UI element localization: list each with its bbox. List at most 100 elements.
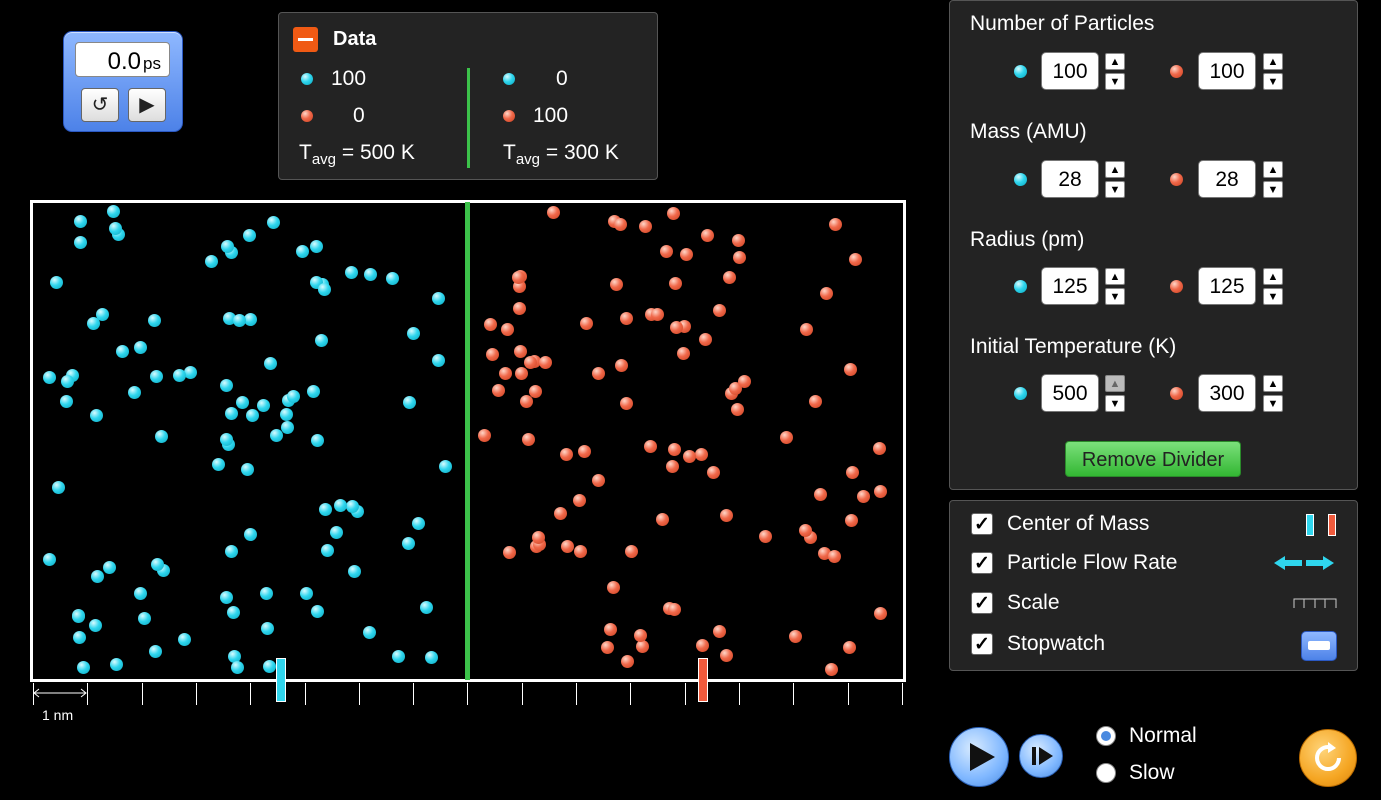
scale-option-label: Scale bbox=[1007, 591, 1060, 614]
red-temperature-up-button[interactable]: ▲ bbox=[1263, 375, 1283, 392]
red-particle bbox=[669, 320, 683, 334]
red-radius-up-button[interactable]: ▲ bbox=[1263, 268, 1283, 285]
red-particle bbox=[874, 485, 888, 499]
slow-speed-label: Slow bbox=[1129, 761, 1175, 784]
cyan-particle bbox=[333, 499, 347, 513]
red-radius-field[interactable]: 125 bbox=[1198, 267, 1256, 305]
cyan-particle bbox=[116, 344, 130, 358]
stopwatch-reset-button[interactable]: ↺ bbox=[81, 88, 119, 122]
red-count-field[interactable]: 100 bbox=[1198, 52, 1256, 90]
cyan-particle bbox=[107, 205, 121, 219]
cyan-temperature-down-button[interactable]: ▼ bbox=[1105, 395, 1125, 412]
cyan-particle bbox=[311, 434, 325, 448]
scale-tick bbox=[33, 683, 34, 705]
normal-speed-radio[interactable] bbox=[1096, 726, 1116, 746]
cyan-particle bbox=[91, 569, 105, 583]
cyan-particle bbox=[431, 292, 445, 305]
red-particle bbox=[656, 513, 670, 527]
scale-checkbox[interactable]: ✓ bbox=[971, 592, 993, 614]
slow-speed-radio[interactable] bbox=[1096, 763, 1116, 783]
red-particle bbox=[667, 603, 681, 617]
cyan-particle bbox=[391, 650, 405, 664]
red-temperature-down-button[interactable]: ▼ bbox=[1263, 395, 1283, 412]
scale-tick bbox=[901, 683, 903, 705]
red-particle bbox=[532, 531, 546, 545]
cyan-particle bbox=[73, 236, 87, 250]
cyan-particle-icon bbox=[1014, 387, 1027, 400]
cyan-particle bbox=[319, 502, 333, 516]
scale-tick bbox=[738, 683, 740, 705]
cyan-mass-up-button[interactable]: ▲ bbox=[1105, 161, 1125, 178]
cyan-particle bbox=[148, 313, 162, 327]
cyan-temperature-field[interactable]: 500 bbox=[1041, 374, 1099, 412]
stopwatch[interactable]: 0.0 ps ↺ ▶ bbox=[63, 31, 183, 132]
red-particle bbox=[712, 625, 726, 639]
cyan-count-field[interactable]: 100 bbox=[1041, 52, 1099, 90]
cyan-particle bbox=[225, 544, 239, 558]
cyan-mass-field[interactable]: 28 bbox=[1041, 160, 1099, 198]
cyan-count-down-button[interactable]: ▼ bbox=[1105, 73, 1125, 90]
cyan-particle bbox=[263, 660, 277, 674]
red-radius-down-button[interactable]: ▼ bbox=[1263, 288, 1283, 305]
cyan-particle bbox=[425, 651, 439, 665]
red-particle-icon bbox=[1170, 65, 1183, 78]
cyan-particle bbox=[43, 552, 57, 566]
red-particle bbox=[873, 607, 887, 621]
cyan-particle bbox=[134, 587, 148, 601]
cyan-particle bbox=[321, 544, 335, 558]
red-temperature-field[interactable]: 300 bbox=[1198, 374, 1256, 412]
red-particle bbox=[511, 271, 525, 285]
control-panel: Number of Particles 100 ▲ ▼ 100 ▲ ▼ Mass… bbox=[949, 0, 1358, 490]
stopwatch-checkbox[interactable]: ✓ bbox=[971, 633, 993, 655]
red-particle bbox=[501, 323, 515, 337]
cyan-particle bbox=[346, 499, 360, 513]
red-particle bbox=[591, 367, 605, 381]
particle-flow-rate-checkbox[interactable]: ✓ bbox=[971, 552, 993, 574]
red-particle bbox=[695, 447, 709, 461]
cyan-particle bbox=[172, 369, 186, 383]
cyan-particle bbox=[260, 587, 274, 601]
red-particle bbox=[643, 439, 657, 453]
red-mass-down-button[interactable]: ▼ bbox=[1263, 181, 1283, 198]
cyan-particle bbox=[211, 458, 225, 472]
scale-tick bbox=[413, 683, 415, 705]
mass-title: Mass (AMU) bbox=[970, 120, 1087, 143]
cyan-temperature-up-button[interactable]: ▲ bbox=[1105, 375, 1125, 392]
cyan-particle bbox=[59, 394, 73, 408]
red-mass-field[interactable]: 28 bbox=[1198, 160, 1256, 198]
cyan-particle bbox=[227, 606, 241, 620]
red-count-down-button[interactable]: ▼ bbox=[1263, 73, 1283, 90]
cyan-particle bbox=[362, 625, 376, 639]
cyan-radius-down-button[interactable]: ▼ bbox=[1105, 288, 1125, 305]
stopwatch-play-button[interactable]: ▶ bbox=[128, 88, 166, 122]
red-particle bbox=[610, 278, 624, 292]
collapse-data-button[interactable] bbox=[293, 27, 318, 52]
cyan-particle bbox=[222, 311, 236, 325]
cyan-mass-down-button[interactable]: ▼ bbox=[1105, 181, 1125, 198]
play-button[interactable] bbox=[949, 727, 1009, 787]
center-of-mass-label: Center of Mass bbox=[1007, 512, 1150, 535]
remove-divider-button[interactable]: Remove Divider bbox=[1065, 441, 1241, 477]
center-of-mass-checkbox[interactable]: ✓ bbox=[971, 513, 993, 535]
red-particle bbox=[514, 345, 528, 359]
step-forward-button[interactable] bbox=[1019, 734, 1063, 778]
data-panel: Data 100 0 Tavg = 500 K 0 100 Tavg = 300… bbox=[278, 12, 658, 180]
red-count-up-button[interactable]: ▲ bbox=[1263, 53, 1283, 70]
particle-flow-rate-label: Particle Flow Rate bbox=[1007, 551, 1178, 574]
cyan-particle bbox=[364, 267, 378, 281]
cyan-count-up-button[interactable]: ▲ bbox=[1105, 53, 1125, 70]
scale-tick bbox=[304, 683, 306, 705]
cyan-radius-field[interactable]: 125 bbox=[1041, 267, 1099, 305]
reset-all-button[interactable] bbox=[1299, 729, 1357, 787]
cyan-particle bbox=[134, 341, 148, 355]
red-particle bbox=[625, 545, 639, 559]
red-particle bbox=[676, 347, 690, 361]
red-particle bbox=[572, 493, 586, 507]
cyan-particle bbox=[269, 429, 283, 443]
center-of-mass-red bbox=[698, 658, 708, 702]
red-mass-up-button[interactable]: ▲ bbox=[1263, 161, 1283, 178]
cyan-particle bbox=[411, 516, 425, 530]
t-sub: avg bbox=[311, 151, 337, 169]
cyan-radius-up-button[interactable]: ▲ bbox=[1105, 268, 1125, 285]
red-particle bbox=[483, 317, 497, 331]
